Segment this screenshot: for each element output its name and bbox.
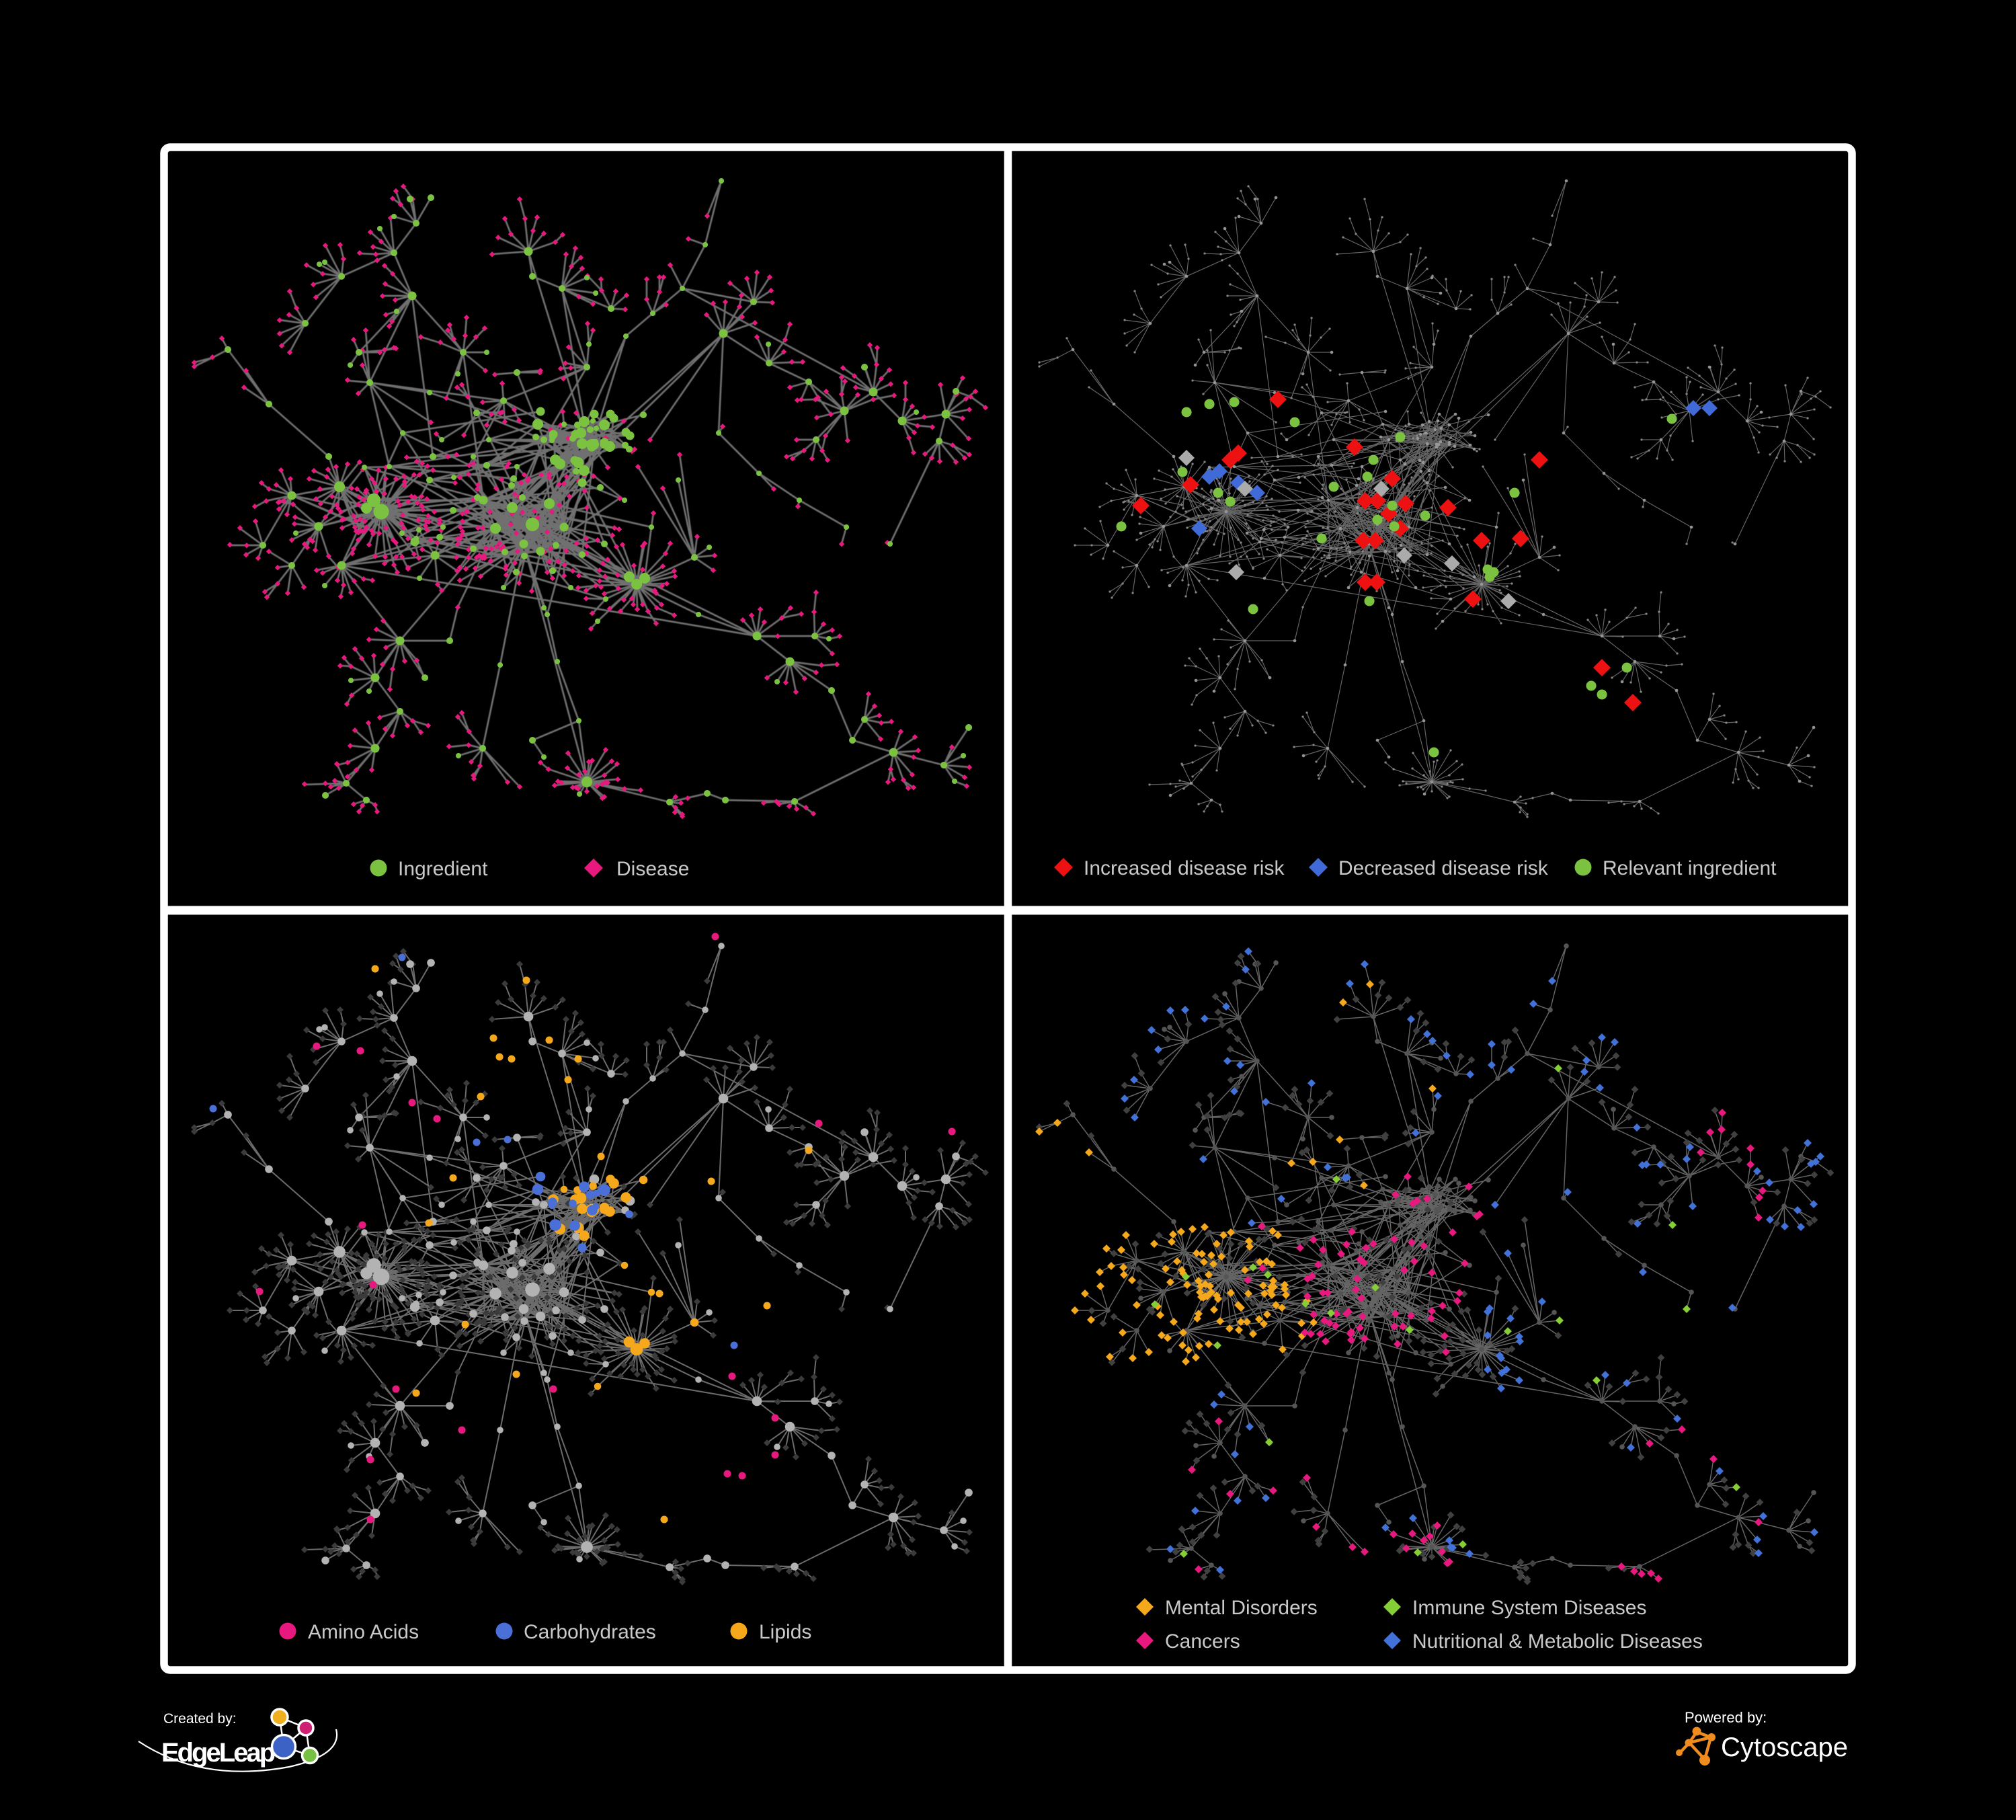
svg-text:Mental Disorders: Mental Disorders [1165, 1597, 1318, 1619]
svg-text:Immune System Diseases: Immune System Diseases [1412, 1597, 1646, 1619]
svg-text:EdgeLeap: EdgeLeap [161, 1738, 275, 1768]
svg-text:Powered by:: Powered by: [1685, 1709, 1767, 1726]
svg-text:Created by:: Created by: [163, 1711, 237, 1727]
svg-text:Disease: Disease [616, 858, 689, 880]
svg-text:Nutritional & Metabolic Diseas: Nutritional & Metabolic Diseases [1412, 1630, 1703, 1653]
svg-text:Decreased disease risk: Decreased disease risk [1338, 857, 1549, 879]
svg-text:Cytoscape: Cytoscape [1721, 1733, 1848, 1762]
svg-text:Amino Acids: Amino Acids [308, 1621, 419, 1643]
svg-text:Ingredient: Ingredient [398, 858, 488, 880]
svg-text:Cancers: Cancers [1165, 1630, 1240, 1653]
svg-text:Carbohydrates: Carbohydrates [524, 1621, 656, 1643]
svg-text:Lipids: Lipids [759, 1621, 811, 1643]
svg-text:Relevant ingredient: Relevant ingredient [1603, 857, 1777, 879]
svg-text:Increased disease risk: Increased disease risk [1084, 857, 1285, 879]
